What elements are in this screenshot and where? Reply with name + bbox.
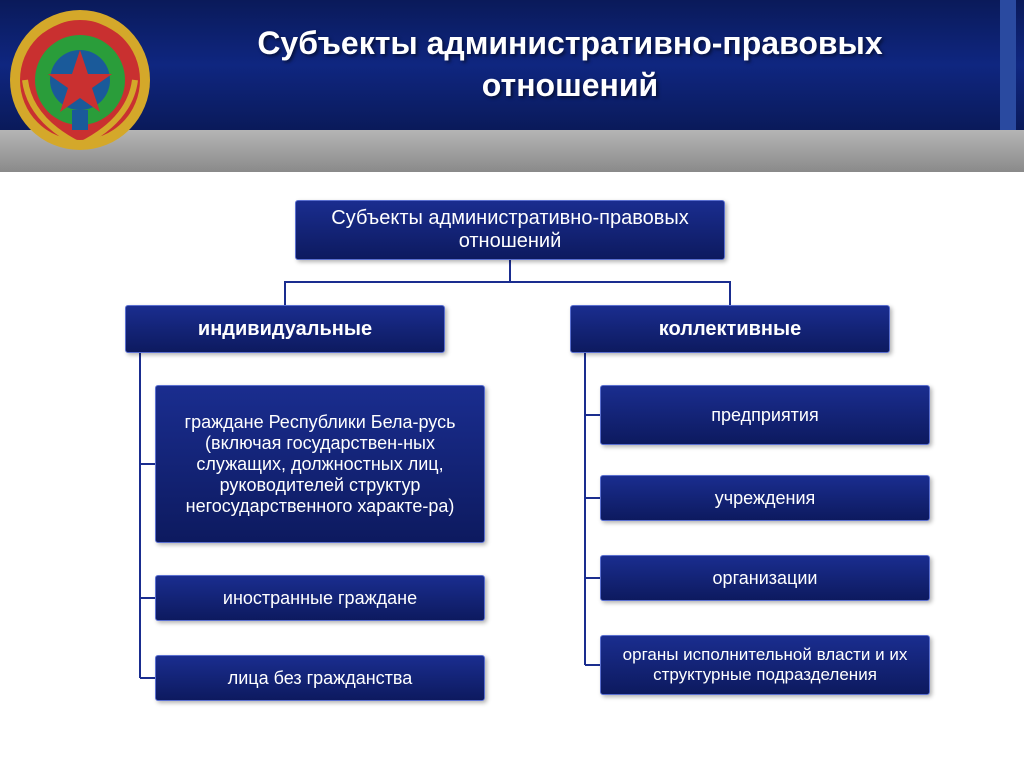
- header: Субъекты административно-правовых отноше…: [0, 0, 1024, 130]
- individual-item-2: лица без гражданства: [155, 655, 485, 701]
- individual-item-2-label: лица без гражданства: [228, 668, 413, 689]
- root-label: Субъекты административно-правовых отноше…: [308, 207, 712, 253]
- header-accent: [1000, 0, 1016, 130]
- individual-item-0: граждане Республики Бела-русь (включая г…: [155, 385, 485, 543]
- category-collective-label: коллективные: [659, 318, 801, 341]
- category-individual: индивидуальные: [125, 305, 445, 353]
- collective-item-0: предприятия: [600, 385, 930, 445]
- diagram-area: Субъекты административно-правовых отноше…: [0, 190, 1024, 768]
- individual-item-0-label: граждане Республики Бела-русь (включая г…: [168, 412, 472, 517]
- collective-item-3-label: органы исполнительной власти и их структ…: [613, 645, 917, 685]
- collective-item-1: учреждения: [600, 475, 930, 521]
- title-line2: отношений: [482, 67, 658, 103]
- collective-item-0-label: предприятия: [711, 405, 818, 426]
- collective-item-3: органы исполнительной власти и их структ…: [600, 635, 930, 695]
- category-collective: коллективные: [570, 305, 890, 353]
- individual-item-1: иностранные граждане: [155, 575, 485, 621]
- collective-item-1-label: учреждения: [715, 488, 816, 509]
- collective-item-2: организации: [600, 555, 930, 601]
- page-title: Субъекты административно-правовых отноше…: [180, 23, 960, 106]
- root-box: Субъекты административно-правовых отноше…: [295, 200, 725, 260]
- title-line1: Субъекты административно-правовых: [257, 25, 882, 61]
- collective-item-2-label: организации: [713, 568, 818, 589]
- individual-item-1-label: иностранные граждане: [223, 588, 417, 609]
- emblem-icon: [0, 0, 160, 160]
- category-individual-label: индивидуальные: [198, 318, 372, 341]
